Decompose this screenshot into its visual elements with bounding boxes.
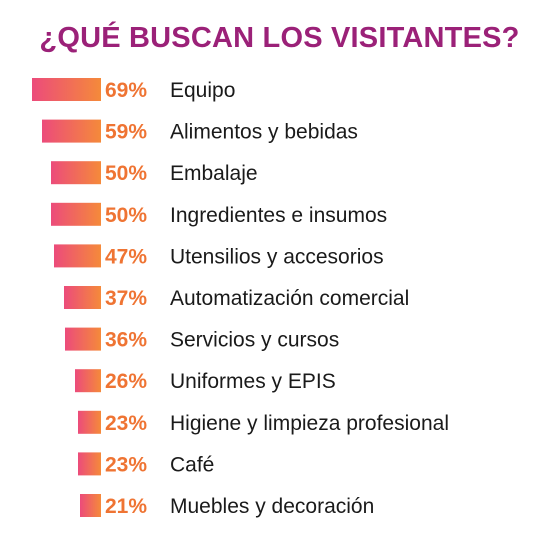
- value-label: 50%: [105, 162, 147, 185]
- bar-7: [65, 327, 101, 351]
- category-label: Embalaje: [170, 162, 258, 185]
- bar-3: [51, 161, 101, 185]
- category-label: Uniformes y EPIS: [170, 370, 336, 393]
- value-label: 26%: [105, 370, 147, 393]
- category-label: Higiene y limpieza profesional: [170, 412, 449, 435]
- value-label: 21%: [105, 495, 147, 518]
- bars-group: 69% Equipo 59% Alimentos y bebidas 50% Embala…: [32, 78, 449, 518]
- bar-9: [78, 410, 101, 434]
- bar-1: [32, 78, 101, 101]
- value-label: 69%: [105, 79, 147, 102]
- value-label: 23%: [105, 453, 147, 476]
- category-label: Servicios y cursos: [170, 329, 339, 352]
- category-label: Utensilios y accesorios: [170, 245, 384, 268]
- bar-4: [51, 202, 101, 226]
- value-label: 50%: [105, 204, 147, 227]
- category-label: Muebles y decoración: [170, 495, 374, 518]
- chart-title: ¿QUÉ BUSCAN LOS VISITANTES?: [39, 22, 520, 54]
- category-label: Ingredientes e insumos: [170, 204, 387, 227]
- bar-11: [80, 494, 101, 517]
- bar-10: [78, 452, 101, 476]
- bar-5: [54, 244, 101, 268]
- category-label: Alimentos y bebidas: [170, 121, 358, 144]
- category-label: Café: [170, 453, 214, 476]
- value-label: 59%: [105, 121, 147, 144]
- value-label: 36%: [105, 329, 147, 352]
- value-label: 23%: [105, 412, 147, 435]
- value-label: 37%: [105, 287, 147, 310]
- bar-6: [64, 286, 101, 309]
- category-label: Automatización comercial: [170, 287, 409, 310]
- bar-2: [42, 119, 101, 143]
- value-label: 47%: [105, 245, 147, 268]
- bar-8: [75, 369, 101, 393]
- category-label: Equipo: [170, 79, 235, 102]
